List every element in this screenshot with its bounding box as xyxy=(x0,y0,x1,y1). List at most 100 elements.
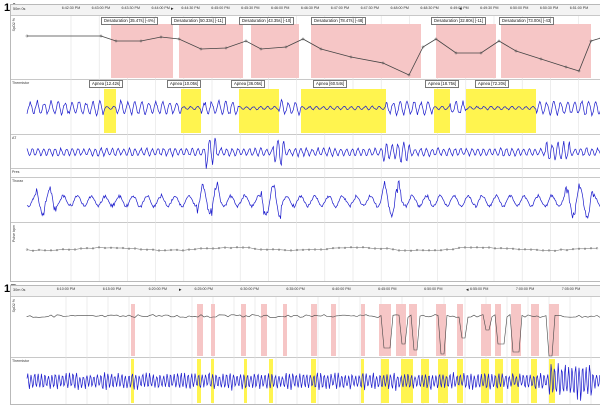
apnea-region xyxy=(511,359,519,403)
desaturation-region xyxy=(283,304,287,356)
apnea-region xyxy=(104,89,116,133)
apnea-region xyxy=(438,359,448,403)
track-label: Thermistor xyxy=(12,359,30,363)
time-tick-label: 6:30:00 PM xyxy=(240,287,259,291)
desaturation-region xyxy=(379,304,391,356)
time-tick-label: 6:44:00 PM xyxy=(151,6,170,10)
spo2-marker xyxy=(259,47,263,51)
spo2-marker xyxy=(177,37,181,41)
apnea-label[interactable]: Apnea [72.20s] xyxy=(475,80,510,88)
track-label: AT xyxy=(12,136,17,140)
desaturation-region xyxy=(436,24,496,78)
desaturation-region xyxy=(396,304,406,356)
time-tick-label: 6:49:00 PM xyxy=(450,6,469,10)
apnea-label[interactable]: Apnea [10.05s] xyxy=(167,80,202,88)
desaturation-region xyxy=(251,24,299,78)
timeline-bar[interactable]: 50m 0s ▸ ◂ 6:42:30 PM 6:43:00 PM 6:43:30 P… xyxy=(11,5,600,16)
time-tick-label: 6:45:30 PM xyxy=(241,6,260,10)
time-tick-label: 6:43:00 PM xyxy=(91,6,111,10)
desaturation-label[interactable]: Desaturation [43.35s] [-10] xyxy=(239,17,295,25)
apnea-label[interactable]: Apnea [60.54s] xyxy=(313,80,348,88)
time-tick-label: 6:40:00 PM xyxy=(332,287,351,291)
spo2-marker xyxy=(159,35,163,39)
time-tick-label: 6:51:00 PM xyxy=(569,6,589,10)
apnea-region xyxy=(239,89,279,133)
desaturation-region xyxy=(111,24,173,78)
timeline-bar[interactable]: 30m 0s ▸ ◂ 6:10:00 PM 6:15:00 PM 6:20:00 P… xyxy=(11,286,600,297)
spo2-marker xyxy=(434,37,438,41)
time-tick-label: 6:48:00 PM xyxy=(390,6,409,10)
spo2-marker xyxy=(199,47,203,51)
spo2-marker xyxy=(381,61,385,65)
track-thermistor: Thermistor xyxy=(11,358,600,403)
apnea-region xyxy=(131,359,134,403)
time-tick-label: 6:42:30 PM xyxy=(61,6,81,10)
time-tick-label: 6:15:00 PM xyxy=(102,287,122,291)
time-tick-label: 6:44:30 PM xyxy=(181,6,200,10)
desaturation-region xyxy=(311,304,317,356)
desaturation-label[interactable]: Desaturation [32.80s] [-11] xyxy=(431,17,487,25)
track-label: Thermistor xyxy=(12,81,30,85)
desaturation-region xyxy=(501,24,591,78)
time-tick-label: 6:50:30 PM xyxy=(539,6,559,10)
spo2-marker xyxy=(25,34,29,38)
apnea-region xyxy=(421,359,429,403)
time-tick-label: 6:47:00 PM xyxy=(330,6,350,10)
time-marker-icon[interactable]: ▸ xyxy=(171,6,174,12)
time-marker-icon[interactable]: ◂ xyxy=(459,6,462,12)
spo2-marker xyxy=(319,47,323,51)
track-spo2: SpO2 % xyxy=(11,16,600,80)
apnea-label[interactable]: Apnea [18.75s] xyxy=(425,80,460,88)
desaturation-region xyxy=(409,304,417,356)
thermistor-signal xyxy=(26,98,600,117)
track-thermistor: Thermistor xyxy=(11,80,600,135)
spo2-marker xyxy=(539,57,543,61)
spo2-marker xyxy=(497,39,501,43)
apnea-region xyxy=(311,359,316,403)
apnea-label[interactable]: Apnea [36.05s] xyxy=(231,80,266,88)
panel-1a-signals xyxy=(25,16,600,281)
panel-1a: 50m 0s ▸ ◂ 6:42:30 PM 6:43:00 PM 6:43:30 P… xyxy=(10,4,600,282)
desaturation-region xyxy=(511,304,521,356)
time-marker-icon[interactable]: ◂ xyxy=(466,287,469,293)
track-label: Thorax xyxy=(12,179,24,183)
desaturation-label[interactable]: Desaturation [73.00s] [-43] xyxy=(499,17,555,25)
time-tick-label: 6:48:30 PM xyxy=(420,6,439,10)
desaturation-label[interactable]: Desaturation [50.33s] [-11] xyxy=(171,17,227,25)
time-tick-label: 6:10:00 PM xyxy=(56,287,76,291)
apnea-region xyxy=(244,359,247,403)
apnea-region xyxy=(457,359,463,403)
time-tick-label: 6:43:30 PM xyxy=(121,6,140,10)
desaturation-label[interactable]: Desaturation [78.47s] [-48] xyxy=(311,17,367,25)
desaturation-region xyxy=(211,304,215,356)
desaturation-region xyxy=(241,304,246,356)
spo2-marker xyxy=(407,73,411,77)
time-tick-label: 6:45:00 PM xyxy=(378,287,397,291)
desaturation-label[interactable]: Desaturation [35.47s] [-4%] xyxy=(101,17,158,25)
time-marker-icon[interactable]: ▸ xyxy=(179,287,182,293)
panel-1b: 30m 0s ▸ ◂ 6:10:00 PM 6:15:00 PM 6:20:00 P… xyxy=(10,285,600,405)
desaturation-region xyxy=(436,304,446,356)
spo2-marker xyxy=(479,51,483,55)
time-tick-label: 6:20:00 PM xyxy=(148,287,168,291)
apnea-label[interactable]: Apnea [12.42s] xyxy=(89,80,124,88)
apnea-region xyxy=(197,359,201,403)
track-spo2: SpO2 % xyxy=(11,297,600,358)
time-tick-label: 6:46:00 PM xyxy=(270,6,290,10)
track-at: AT xyxy=(11,135,600,169)
spo2-marker xyxy=(514,49,518,53)
panel-1b-signals xyxy=(26,297,600,404)
apnea-region xyxy=(381,359,389,403)
time-tick-label: 6:46:30 PM xyxy=(300,6,320,10)
spo2-marker xyxy=(589,39,593,43)
desaturation-region xyxy=(531,304,539,356)
apnea-region xyxy=(361,359,364,403)
time-tick-label: 6:55:00 PM xyxy=(469,287,489,291)
spo2-marker xyxy=(454,51,458,55)
desaturation-region xyxy=(131,304,135,356)
spo2-trend-line xyxy=(26,314,600,357)
track-pres: Pres xyxy=(11,169,600,178)
spo2-marker xyxy=(284,45,288,49)
spo2-marker xyxy=(139,39,143,43)
time-tick-label: 6:49:30 PM xyxy=(480,6,499,10)
